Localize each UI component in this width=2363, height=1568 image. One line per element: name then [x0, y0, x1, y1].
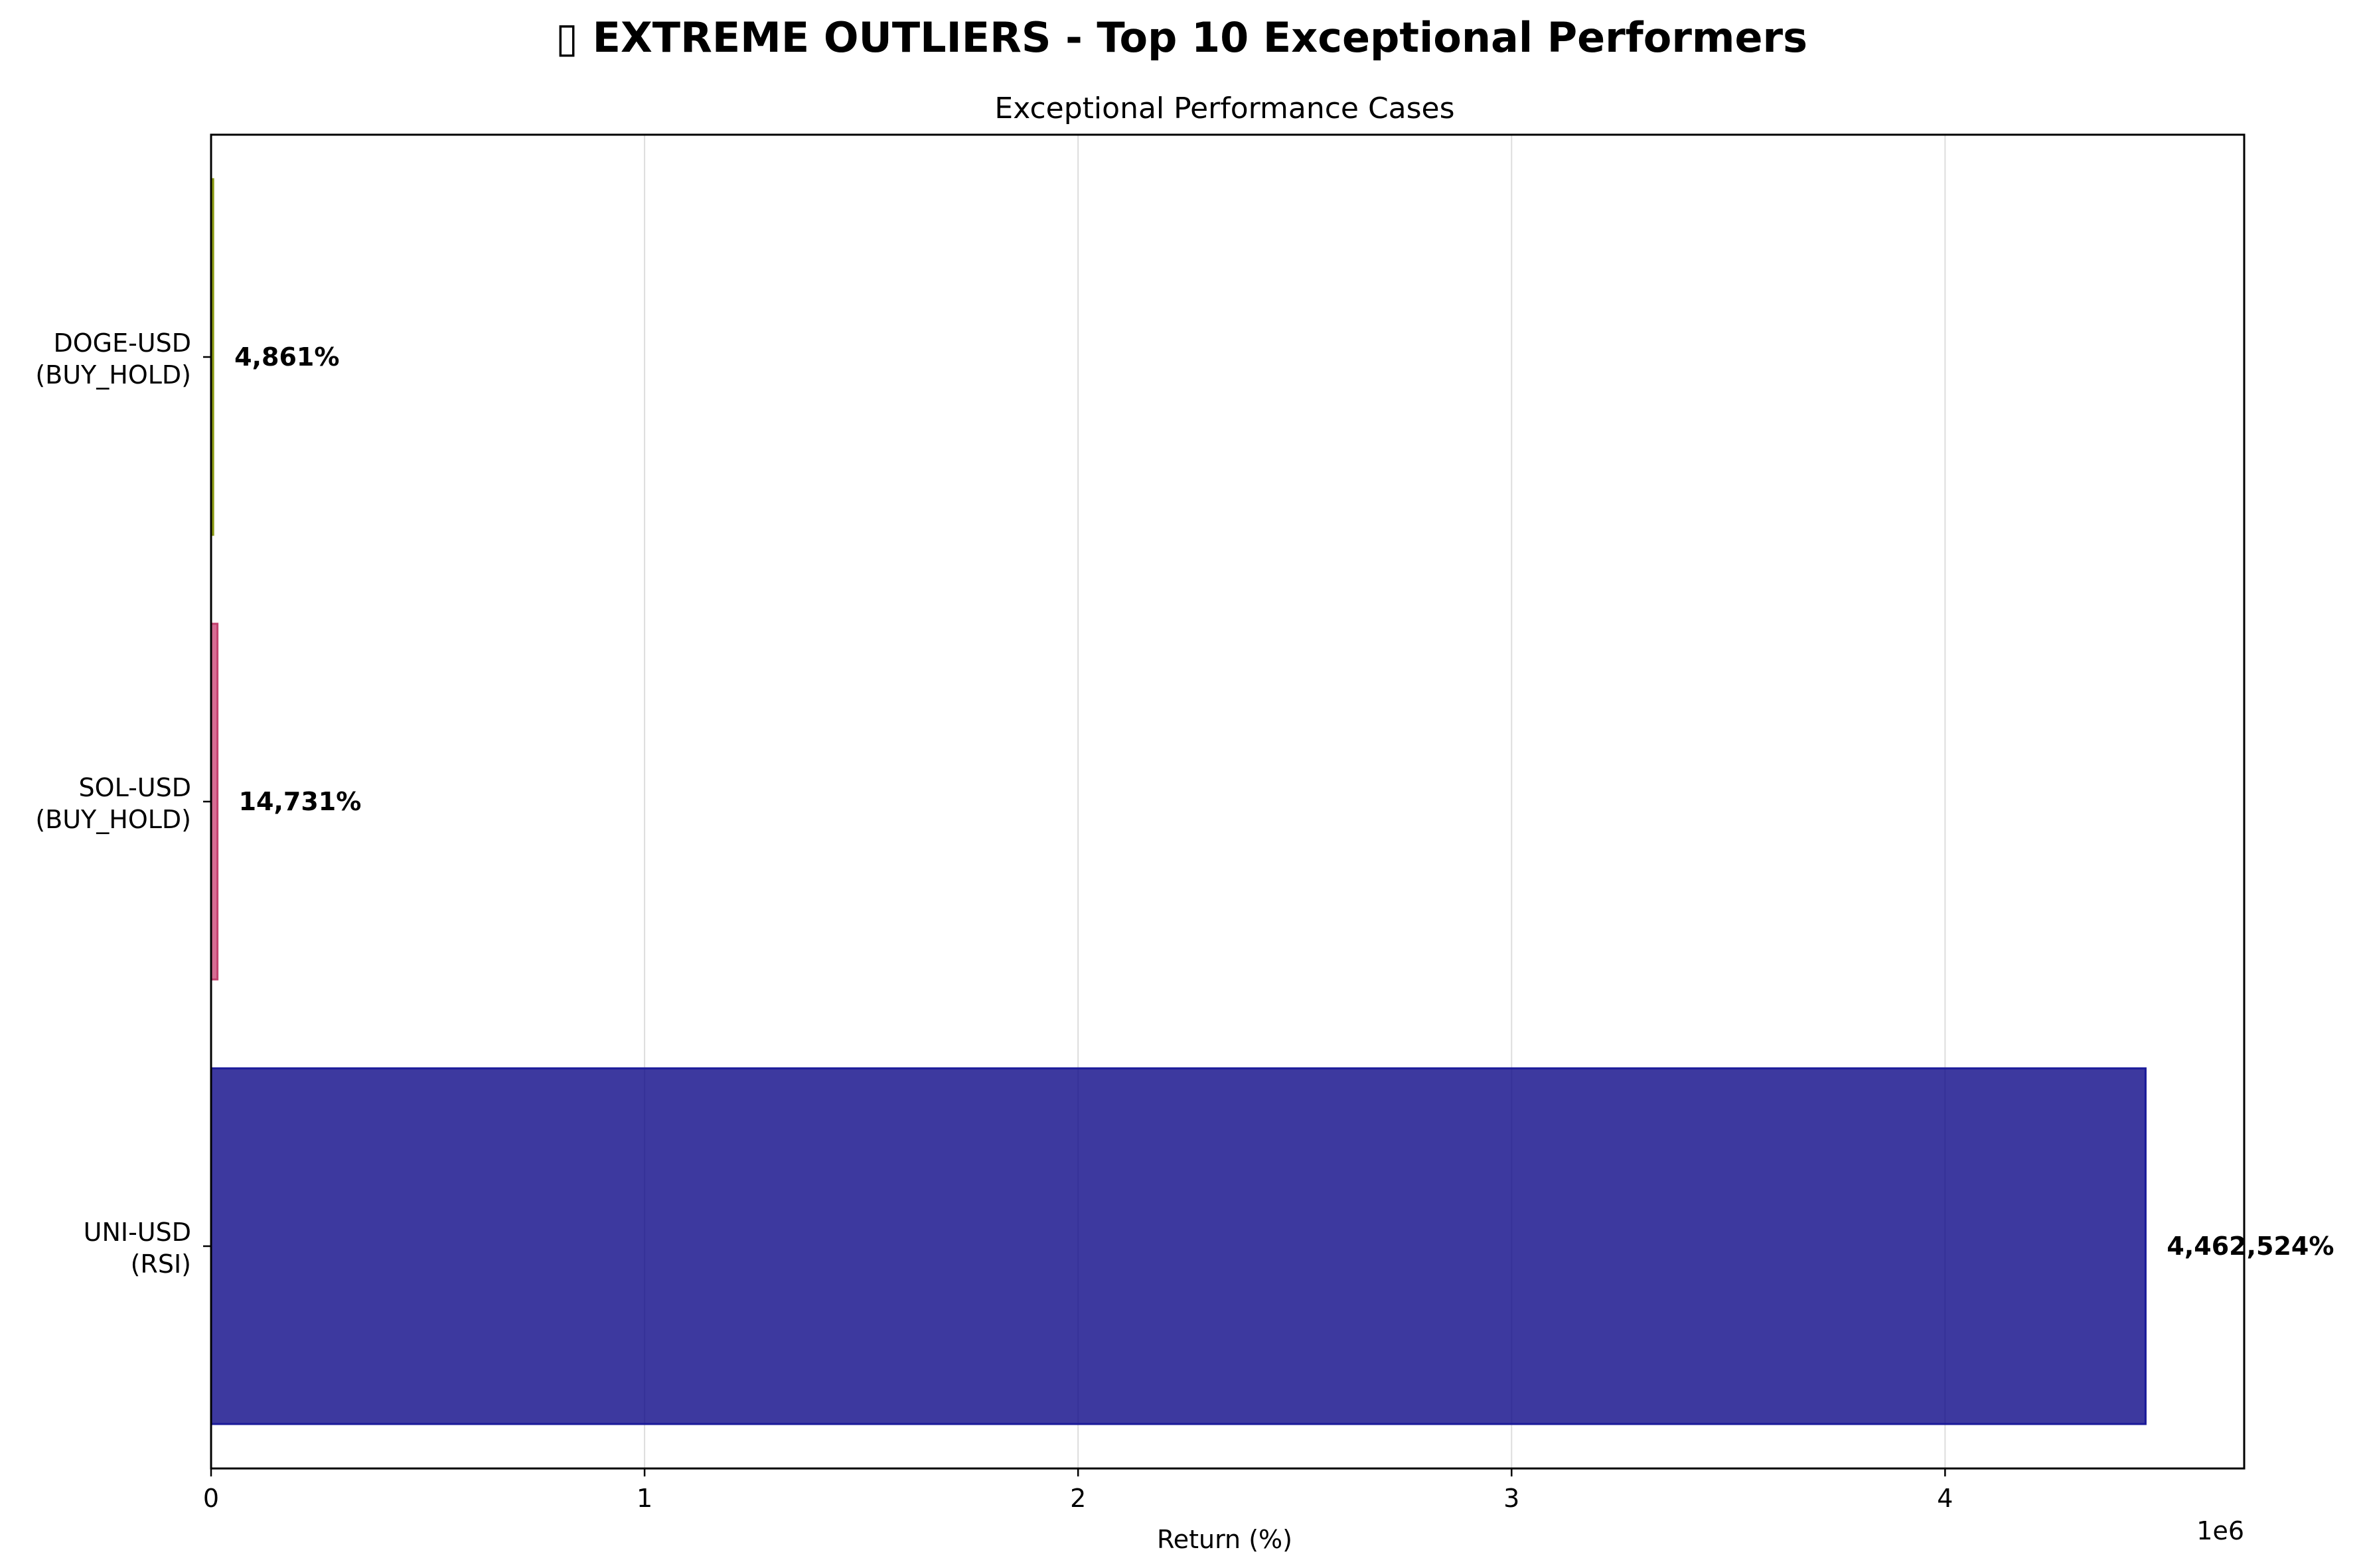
x-axis-ticks: 0 1 2 3 4	[203, 1468, 1953, 1513]
y-tick-label: SOL-USD	[79, 773, 191, 802]
x-tick-label: 4	[1937, 1484, 1953, 1513]
y-tick-label-sub: (BUY_HOLD)	[35, 360, 191, 390]
y-axis-ticks: UNI-USD(RSI)SOL-USD(BUY_HOLD)DOGE-USD(BU…	[35, 328, 211, 1279]
y-tick-label: DOGE-USD	[53, 328, 191, 358]
data-label: 14,731%	[239, 787, 362, 816]
chart-subtitle: Exceptional Performance Cases	[994, 92, 1454, 125]
x-axis-offset-label: 1e6	[2196, 1516, 2244, 1545]
x-axis-label: Return (%)	[1157, 1525, 1292, 1554]
bars	[210, 178, 2147, 1425]
chart-title: ▯ EXTREME OUTLIERS - Top 10 Exceptional …	[556, 13, 1807, 62]
plot-frame	[210, 133, 2246, 1470]
x-tick-label: 1	[637, 1484, 652, 1513]
data-label: 4,462,524%	[2167, 1232, 2334, 1261]
x-tick-label: 2	[1070, 1484, 1086, 1513]
y-tick-label-sub: (RSI)	[131, 1249, 191, 1279]
x-tick-label: 3	[1503, 1484, 1519, 1513]
y-tick-label: UNI-USD	[84, 1218, 191, 1247]
x-tick-label: 0	[203, 1484, 219, 1513]
bar	[210, 1067, 2147, 1425]
data-label: 4,861%	[234, 342, 339, 372]
y-tick-label-sub: (BUY_HOLD)	[35, 805, 191, 834]
data-labels: 4,462,524% 14,731% 4,861%	[234, 342, 2334, 1261]
